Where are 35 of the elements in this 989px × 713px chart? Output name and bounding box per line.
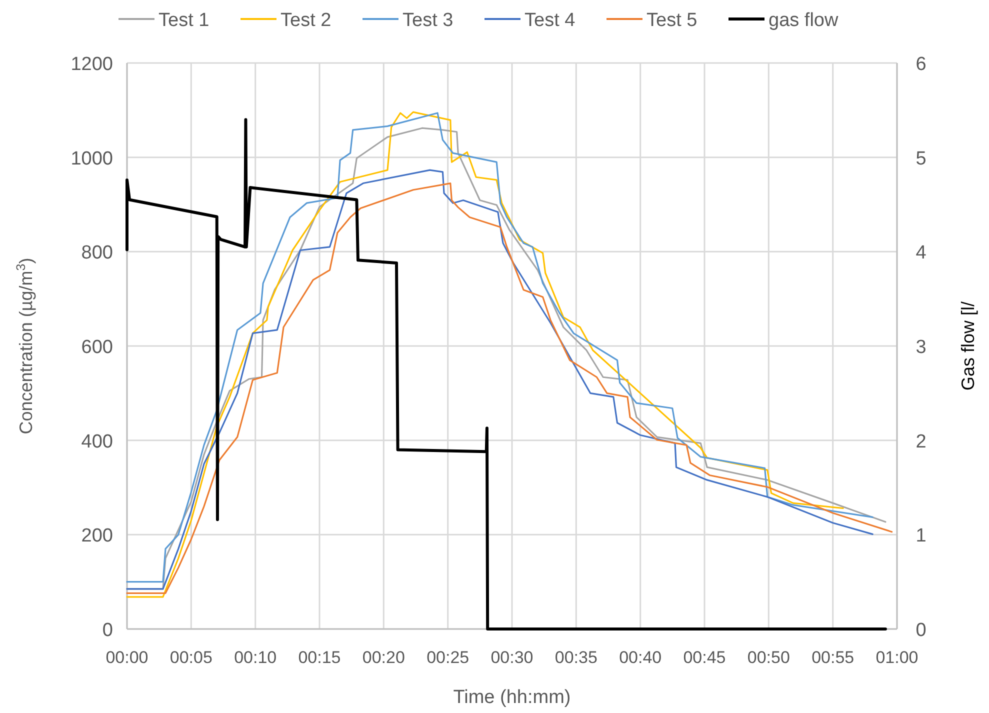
x-tick-label: 00:25 (426, 648, 470, 667)
x-tick-label: 00:15 (298, 648, 341, 667)
legend-label: Test 4 (524, 10, 576, 31)
x-axis-title: Time (hh:mm) (453, 687, 571, 708)
y-tick-label: 1000 (70, 148, 113, 170)
x-tick-label: 00:10 (234, 648, 277, 667)
y-tick-label: 400 (81, 431, 113, 452)
y2-tick-label: 3 (916, 337, 926, 358)
x-tick-label: 00:20 (362, 648, 405, 667)
x-tick-label: 00:50 (747, 648, 790, 667)
x-tick-label: 00:35 (554, 648, 598, 667)
legend-label: Test 1 (158, 10, 210, 31)
x-tick-label: 00:00 (106, 648, 148, 667)
legend-label: gas flow (768, 10, 838, 31)
y2-axis-title: Gas flow [l/ (958, 301, 978, 391)
x-tick-label: 01:00 (876, 648, 918, 667)
x-tick-label: 00:45 (683, 648, 726, 667)
y2-tick-label: 2 (916, 431, 926, 452)
y2-tick-label: 5 (916, 148, 926, 170)
y2-tick-label: 6 (916, 54, 926, 75)
y2-tick-label: 1 (916, 526, 926, 547)
legend-label: Test 3 (402, 10, 454, 31)
y-tick-label: 800 (81, 242, 113, 264)
y2-tick-label: 4 (916, 242, 927, 264)
y-tick-label: 1200 (70, 54, 113, 75)
x-tick-label: 00:05 (170, 648, 212, 667)
y-tick-label: 600 (81, 337, 113, 358)
y-tick-label: 200 (81, 526, 113, 547)
x-tick-label: 00:30 (490, 648, 534, 667)
y2-tick-label: 0 (916, 620, 926, 641)
legend-label: Test 5 (646, 10, 698, 31)
x-tick-label: 00:40 (619, 648, 662, 667)
legend-label: Test 2 (280, 10, 332, 31)
y-tick-label: 0 (102, 620, 113, 641)
x-tick-label: 00:55 (812, 648, 854, 667)
